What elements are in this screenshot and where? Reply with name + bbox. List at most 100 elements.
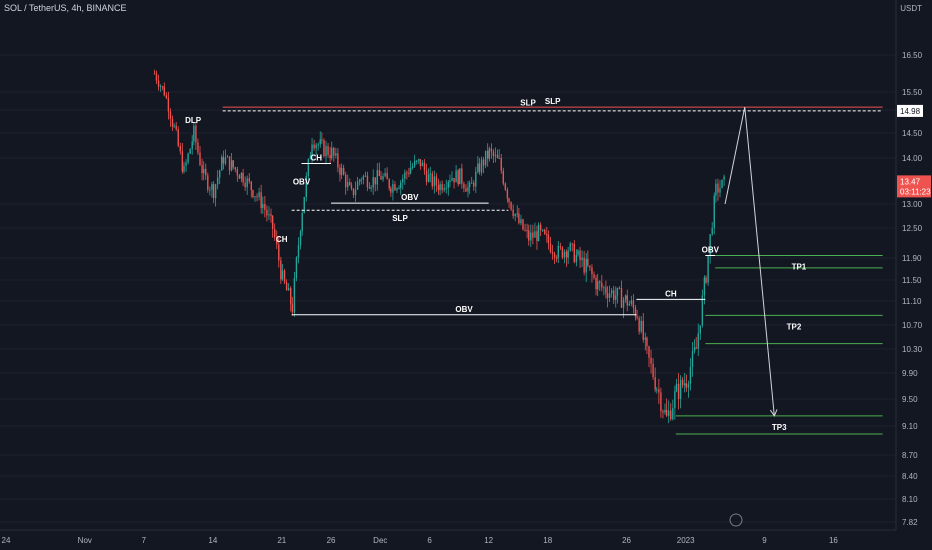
candle-body bbox=[183, 165, 185, 172]
candle-body bbox=[526, 229, 528, 231]
candle-body bbox=[203, 168, 205, 174]
candle-body bbox=[701, 295, 704, 326]
candle-body bbox=[695, 347, 697, 349]
candle-body bbox=[212, 184, 215, 199]
candle-body bbox=[583, 257, 585, 273]
candle-body bbox=[520, 219, 522, 224]
candle-body bbox=[599, 281, 601, 283]
level-price-text: 14.98 bbox=[900, 107, 921, 116]
candle-body bbox=[656, 389, 658, 391]
candle-body bbox=[370, 187, 372, 189]
candle-body bbox=[368, 187, 371, 189]
projection-path bbox=[724, 107, 778, 417]
candle-body bbox=[205, 168, 207, 176]
candle-body bbox=[589, 265, 591, 268]
grid bbox=[0, 54, 896, 523]
candle-body bbox=[606, 293, 609, 298]
candle-body bbox=[360, 179, 362, 181]
x-tick-label: Nov bbox=[78, 536, 92, 545]
candle-body bbox=[394, 184, 396, 191]
candle-body bbox=[439, 184, 441, 191]
candle-body bbox=[219, 170, 221, 178]
candle-body bbox=[350, 185, 353, 189]
candle-body bbox=[224, 157, 227, 164]
candle-body bbox=[551, 252, 554, 254]
current-price-tag bbox=[897, 175, 931, 198]
level-label: CH bbox=[310, 154, 322, 163]
candle-body bbox=[453, 178, 455, 183]
y-tick-label: 8.70 bbox=[902, 451, 918, 460]
candle-body bbox=[510, 201, 512, 210]
candle-body bbox=[715, 183, 717, 196]
candle-body bbox=[437, 185, 440, 191]
candle-body bbox=[571, 243, 573, 245]
candle-body bbox=[305, 175, 307, 197]
candle-body bbox=[707, 255, 709, 283]
candle-body bbox=[418, 159, 420, 161]
candle-body bbox=[496, 154, 499, 159]
candle-body bbox=[293, 277, 296, 313]
y-tick-label: 9.50 bbox=[902, 395, 918, 404]
candle-body bbox=[290, 287, 292, 305]
candle-body bbox=[500, 157, 502, 171]
candle-body bbox=[691, 351, 694, 367]
candle-body bbox=[291, 304, 294, 313]
candle-body bbox=[447, 181, 449, 188]
event-icon bbox=[729, 513, 743, 527]
candle-body bbox=[459, 168, 461, 185]
candle-body bbox=[297, 245, 300, 258]
y-tick-label: 16.50 bbox=[902, 51, 923, 60]
candle-body bbox=[271, 215, 274, 230]
candle-body bbox=[404, 172, 406, 179]
candle-body bbox=[461, 168, 463, 184]
candle-body bbox=[473, 182, 475, 187]
candle-body bbox=[480, 159, 483, 173]
candle-body bbox=[457, 170, 459, 185]
candle-body bbox=[419, 159, 422, 167]
candle-body bbox=[347, 182, 349, 188]
candle-body bbox=[425, 170, 428, 182]
candle-body bbox=[234, 167, 236, 170]
candle-body bbox=[549, 243, 552, 253]
candle-body bbox=[502, 170, 504, 184]
candle-body bbox=[270, 214, 272, 216]
level-label: TP1 bbox=[792, 263, 807, 272]
candle-body bbox=[398, 188, 400, 190]
candle-body bbox=[315, 144, 317, 149]
candle-body bbox=[242, 172, 244, 183]
candle-body bbox=[618, 287, 621, 289]
x-tick-label: 26 bbox=[622, 536, 631, 545]
current-price-text: 13.47 bbox=[900, 177, 921, 186]
candle-body bbox=[665, 409, 668, 416]
candle-body bbox=[266, 209, 268, 216]
candle-body bbox=[228, 156, 231, 171]
candle-body bbox=[402, 178, 404, 183]
candle-body bbox=[475, 171, 477, 187]
candle-body bbox=[445, 187, 447, 189]
candle-body bbox=[214, 184, 217, 199]
candle-body bbox=[443, 188, 445, 191]
candle-body bbox=[163, 86, 165, 96]
candle-body bbox=[354, 189, 357, 196]
candle-body bbox=[384, 173, 386, 177]
candle-body bbox=[563, 251, 566, 258]
candle-body bbox=[307, 159, 310, 176]
candle-body bbox=[542, 229, 544, 231]
candle-body bbox=[408, 172, 410, 174]
candle-body bbox=[295, 257, 298, 278]
candle-body bbox=[248, 178, 250, 182]
candle-body bbox=[547, 235, 550, 244]
candle-body bbox=[581, 257, 583, 261]
candle-body bbox=[262, 204, 264, 208]
candle-body bbox=[699, 325, 701, 334]
candle-body bbox=[579, 250, 581, 261]
annotation-label: OBV bbox=[293, 178, 311, 187]
candle-body bbox=[684, 383, 686, 386]
candle-body bbox=[340, 167, 343, 175]
candle-body bbox=[587, 258, 589, 266]
candle-body bbox=[211, 184, 213, 190]
candle-body bbox=[254, 196, 256, 198]
candle-body bbox=[327, 146, 329, 156]
